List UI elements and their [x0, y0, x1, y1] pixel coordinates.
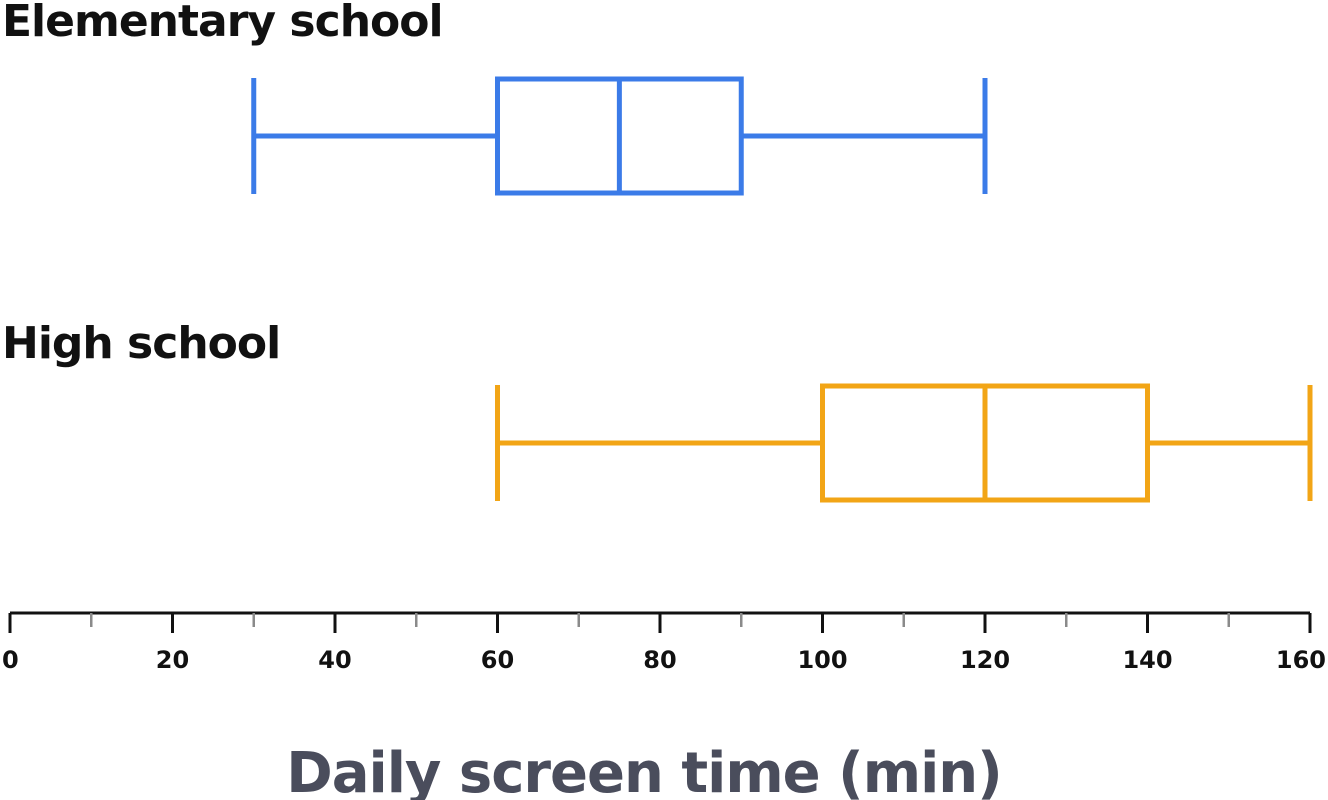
tick-label: 0: [2, 646, 19, 674]
tick-label: 40: [318, 646, 351, 674]
group-label: Elementary school: [2, 0, 443, 47]
tick-label: 100: [797, 646, 847, 674]
group-label: High school: [2, 318, 280, 369]
tick-label: 160: [1276, 646, 1326, 674]
tick-label: 20: [156, 646, 189, 674]
tick-label: 120: [960, 646, 1010, 674]
boxplot-elementary-school: Elementary school: [2, 0, 988, 196]
x-axis-title: Daily screen time (min): [286, 741, 1002, 800]
x-axis: 0 20 40 60 80 100 120 140 160: [2, 611, 1326, 674]
tick-label: 60: [481, 646, 514, 674]
tick-label: 80: [643, 646, 676, 674]
series-layer: Elementary school High school: [2, 0, 1313, 503]
tick-label: 140: [1122, 646, 1172, 674]
boxplot-high-school: High school: [2, 318, 1313, 503]
